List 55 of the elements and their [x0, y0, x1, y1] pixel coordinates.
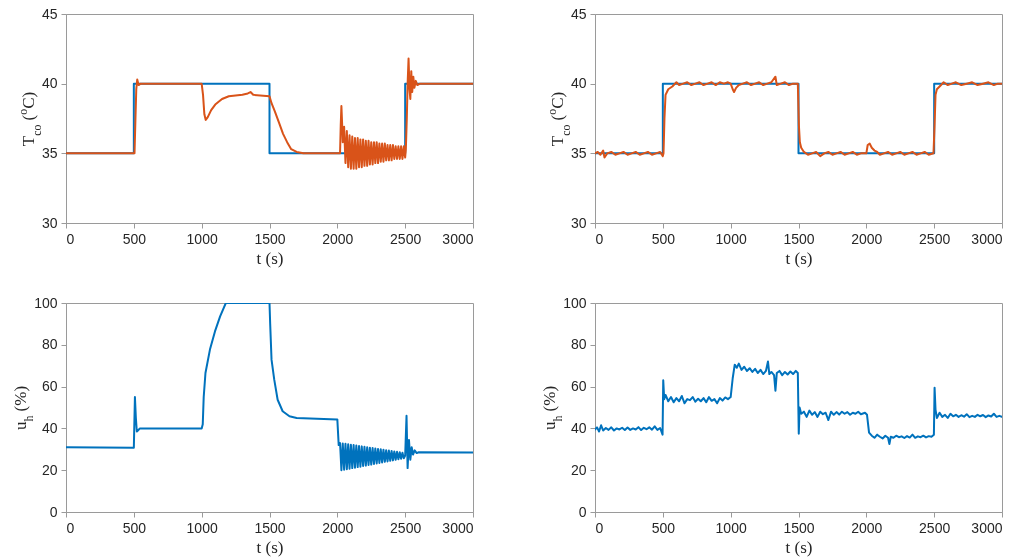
y-tick-label: 20	[41, 461, 58, 478]
y-tick-label: 0	[49, 503, 58, 520]
y-tick-label: 60	[41, 378, 58, 395]
y-tick-label: 45	[41, 5, 58, 22]
x-tick-label: 1500	[783, 230, 815, 247]
x-tick-label: 500	[122, 519, 147, 536]
y-tick-label: 60	[570, 378, 587, 395]
x-tick-label: 2000	[322, 230, 354, 247]
y-tick-label: 80	[41, 336, 58, 353]
y-tick-label: 30	[570, 214, 587, 231]
x-tick-label: 1500	[254, 230, 286, 247]
y-tick-label: 40	[41, 75, 58, 92]
x-tick-label: 2500	[919, 519, 951, 536]
y-tick-label: 20	[570, 461, 587, 478]
y-tick-label: 35	[570, 144, 587, 161]
y-tick-label: 30	[41, 214, 58, 231]
x-tick-label: 1500	[783, 519, 815, 536]
x-tick-label: 2500	[390, 230, 422, 247]
x-tick-label: 0	[595, 519, 604, 536]
x-tick-label: 1500	[254, 519, 286, 536]
y-tick-label: 40	[41, 419, 58, 436]
x-tick-label: 1000	[186, 230, 218, 247]
x-axis-title: t (s)	[785, 248, 813, 268]
x-tick-label: 3000	[971, 230, 1003, 247]
x-tick-label: 2500	[390, 519, 422, 536]
x-tick-label: 1000	[715, 230, 747, 247]
x-tick-label: 0	[595, 230, 604, 247]
y-tick-label: 100	[34, 294, 58, 311]
x-tick-label: 2000	[851, 519, 883, 536]
y-tick-label: 45	[570, 5, 587, 22]
x-tick-label: 2000	[851, 230, 883, 247]
x-axis-title: t (s)	[256, 248, 284, 268]
line-series	[66, 57, 473, 170]
x-tick-label: 1000	[186, 519, 218, 536]
x-axis-title: t (s)	[256, 537, 284, 557]
y-tick-label: 40	[570, 75, 587, 92]
x-tick-label: 500	[651, 230, 676, 247]
x-tick-label: 2000	[322, 519, 354, 536]
x-tick-label: 500	[651, 519, 676, 536]
x-tick-label: 3000	[442, 519, 474, 536]
y-tick-label: 80	[570, 336, 587, 353]
line-series	[66, 303, 473, 472]
y-tick-label: 0	[578, 503, 587, 520]
x-tick-label: 3000	[442, 230, 474, 247]
y-tick-label: 40	[570, 419, 587, 436]
x-axis-title: t (s)	[785, 537, 813, 557]
y-tick-label: 100	[563, 294, 587, 311]
x-tick-label: 0	[66, 519, 75, 536]
y-tick-label: 35	[41, 144, 58, 161]
x-tick-label: 500	[122, 230, 147, 247]
x-tick-label: 0	[66, 230, 75, 247]
x-tick-label: 1000	[715, 519, 747, 536]
x-tick-label: 3000	[971, 519, 1003, 536]
line-series	[595, 360, 1002, 446]
x-tick-label: 2500	[919, 230, 951, 247]
